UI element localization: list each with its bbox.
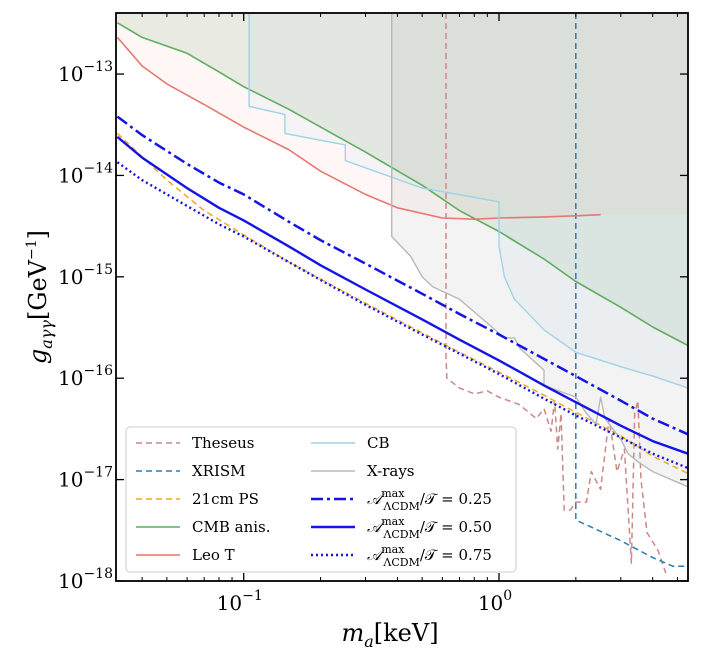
series-line-6 xyxy=(391,13,688,488)
x-tick-label: 100 xyxy=(478,588,512,615)
legend: Theseus XRISM 21cm PS CMB anis. Leo T CB X-ray… xyxy=(125,426,517,573)
legend-label: CB xyxy=(367,434,390,452)
legend-label: 21cm PS xyxy=(192,490,259,508)
series-line-7 xyxy=(116,115,688,436)
legend-label: X-rays xyxy=(367,462,415,480)
legend-label: 𝒜max ΛCDM/𝒯 = 0.25 xyxy=(367,487,492,513)
series-line-9 xyxy=(116,161,688,470)
y-axis-label: gaγγ[GeV−1] xyxy=(24,230,56,364)
legend-label: 𝒜max ΛCDM/𝒯 = 0.50 xyxy=(367,515,492,541)
series-line-5 xyxy=(248,13,688,389)
series-line-8 xyxy=(116,135,688,455)
legend-label: Leo T xyxy=(192,546,235,564)
x-axis-label: ma[keV] xyxy=(341,619,438,651)
series-line-1 xyxy=(575,13,688,567)
series-line-2 xyxy=(116,132,688,475)
legend-label: CMB anis. xyxy=(192,518,271,536)
exclusion-regions xyxy=(117,13,688,487)
series-line-4 xyxy=(116,36,601,220)
region-fill-4 xyxy=(117,13,688,220)
svg-text:gaγγ[GeV−1]: gaγγ[GeV−1] xyxy=(24,230,56,364)
legend-label: 𝒜max ΛCDM/𝒯 = 0.75 xyxy=(367,543,492,569)
axis-ticks: 10−1 100 10−13 10−14 10−15 10−16 10−17 10−18 xyxy=(58,13,688,615)
y-tick-label: 10−17 xyxy=(58,465,113,492)
y-tick-label: 10−16 xyxy=(58,363,113,390)
y-tick-label: 10−13 xyxy=(58,59,113,86)
legend-label: XRISM xyxy=(192,462,246,480)
series-lines xyxy=(116,13,688,574)
series-line-3 xyxy=(116,22,688,347)
region-fill-5 xyxy=(249,13,688,388)
plot-frame xyxy=(115,12,689,582)
y-tick-label: 10−18 xyxy=(58,566,113,593)
svg-text:ma[keV]: ma[keV] xyxy=(341,619,438,651)
region-fill-3 xyxy=(117,13,688,346)
x-tick-label: 10−1 xyxy=(217,588,263,615)
y-tick-label: 10−14 xyxy=(58,160,113,187)
region-fill-6 xyxy=(391,13,688,487)
legend-label: Theseus xyxy=(192,434,254,452)
y-tick-label: 10−15 xyxy=(58,262,113,289)
